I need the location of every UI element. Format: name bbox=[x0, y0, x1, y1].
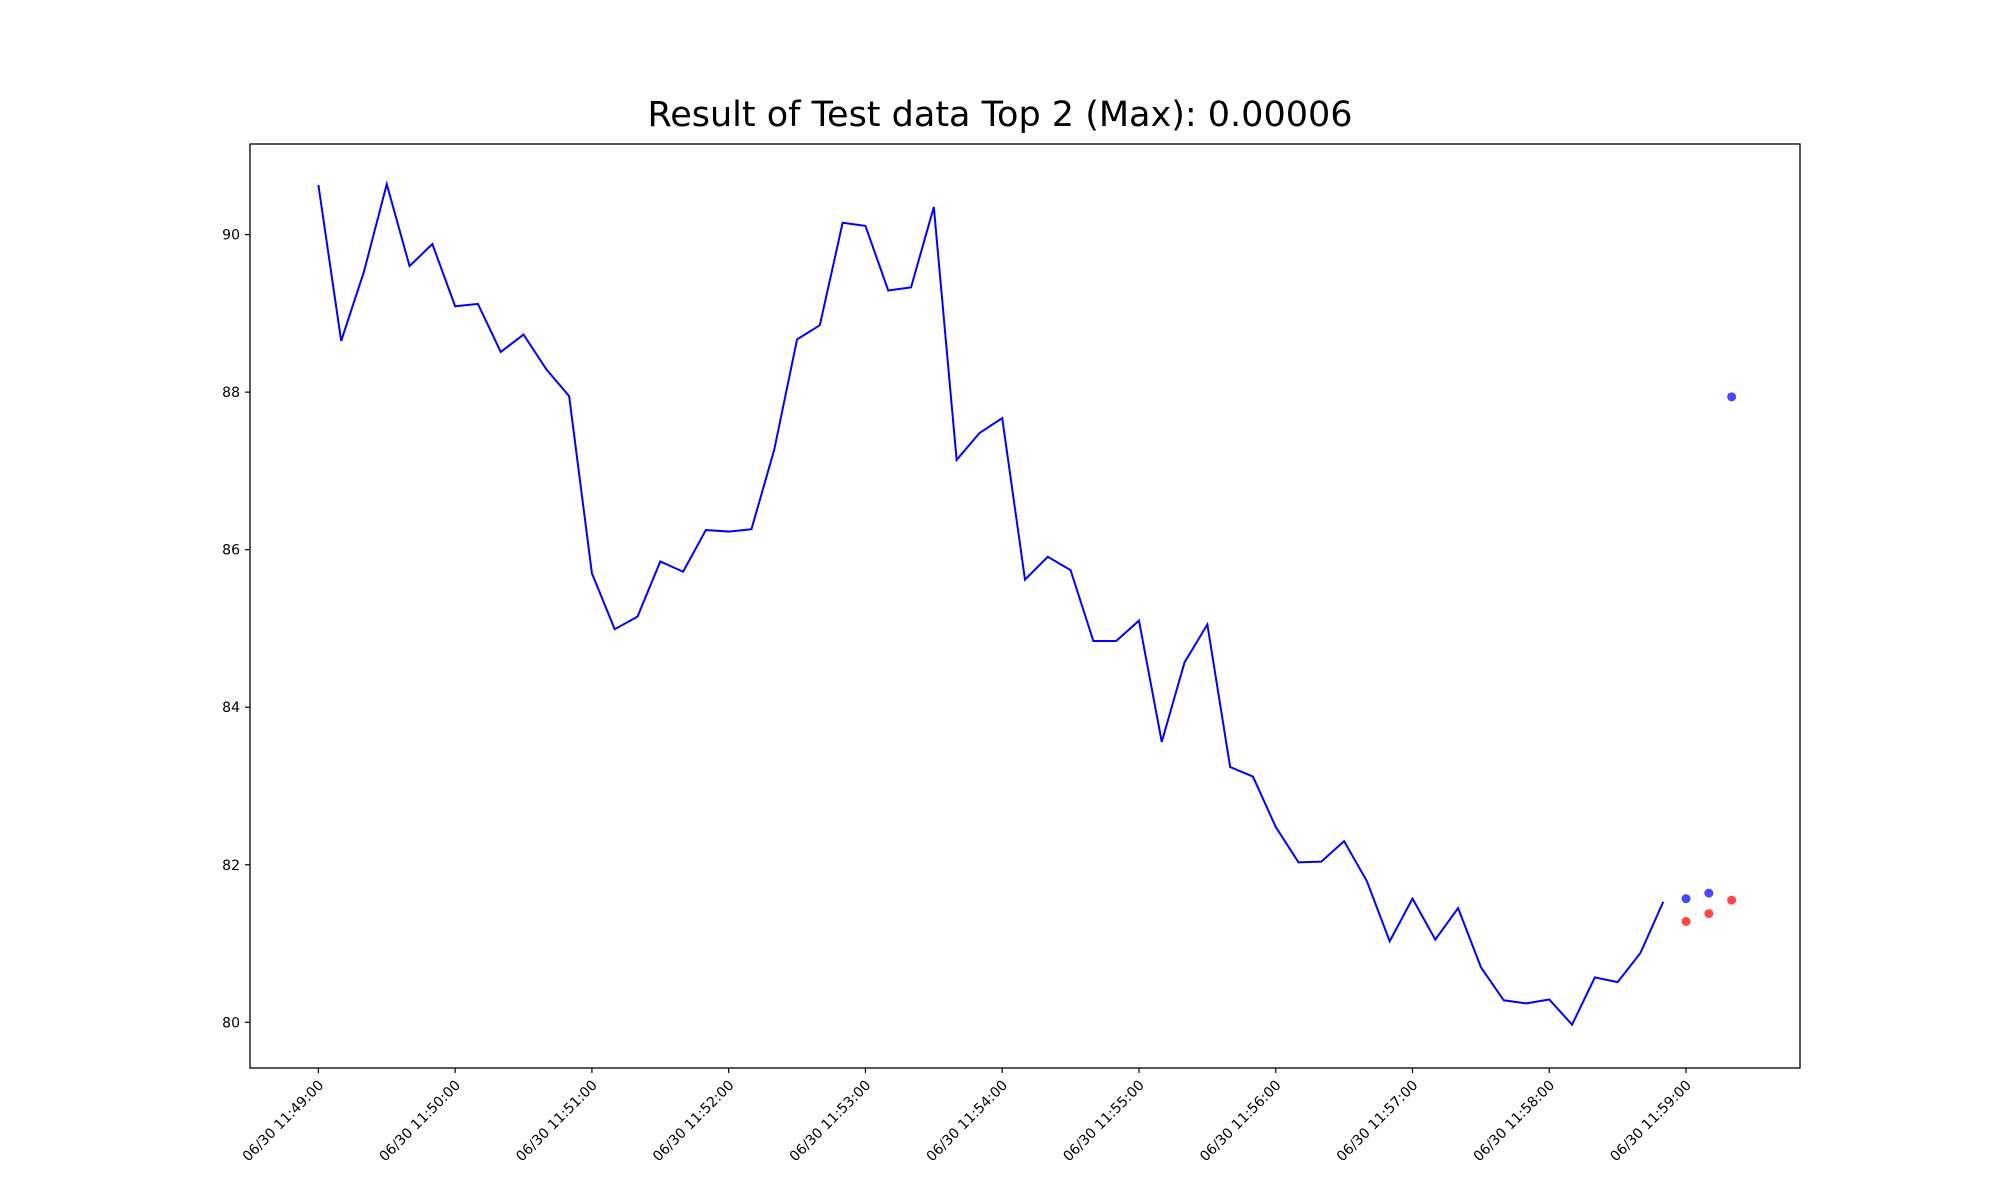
scatter-point-1-0 bbox=[1681, 894, 1691, 904]
x-tick-label: 06/30 11:58:00 bbox=[1471, 1078, 1558, 1165]
x-tick-label: 06/30 11:55:00 bbox=[1060, 1078, 1147, 1165]
y-tick-label: 84 bbox=[222, 700, 240, 716]
scatter-point-2-0 bbox=[1681, 916, 1691, 926]
scatter-point-2-1 bbox=[1704, 909, 1714, 919]
plot-frame bbox=[249, 143, 1801, 1069]
series-line-0 bbox=[317, 180, 1665, 1027]
series-layer bbox=[317, 180, 1665, 1027]
y-axis: 80 82 84 86 88 90 bbox=[222, 228, 250, 1031]
y-tick-label: 86 bbox=[222, 543, 240, 559]
scatter-point-1-2 bbox=[1727, 392, 1737, 402]
x-axis: 06/30 11:49:00 06/30 11:50:00 06/30 11:51:… bbox=[240, 1068, 1695, 1165]
y-tick-label: 88 bbox=[222, 385, 240, 401]
x-tick-label: 06/30 11:52:00 bbox=[650, 1078, 737, 1165]
y-tick-label: 90 bbox=[222, 228, 240, 244]
y-tick-label: 80 bbox=[222, 1015, 240, 1031]
x-tick-label: 06/30 11:54:00 bbox=[924, 1078, 1011, 1165]
scatter-layer bbox=[1681, 392, 1737, 926]
x-tick-label: 06/30 11:57:00 bbox=[1334, 1078, 1421, 1165]
chart-title: Result of Test data Top 2 (Max): 0.00006 bbox=[647, 95, 1353, 135]
scatter-point-1-1 bbox=[1704, 888, 1714, 898]
x-tick-label: 06/30 11:56:00 bbox=[1197, 1078, 1284, 1165]
x-tick-label: 06/30 11:51:00 bbox=[513, 1078, 600, 1165]
y-tick-label: 82 bbox=[222, 858, 240, 874]
x-tick-label: 06/30 11:49:00 bbox=[240, 1078, 327, 1165]
x-tick-label: 06/30 11:59:00 bbox=[1607, 1078, 1694, 1165]
scatter-point-2-2 bbox=[1727, 895, 1737, 905]
x-tick-label: 06/30 11:50:00 bbox=[377, 1078, 464, 1165]
x-tick-label: 06/30 11:53:00 bbox=[787, 1078, 874, 1165]
